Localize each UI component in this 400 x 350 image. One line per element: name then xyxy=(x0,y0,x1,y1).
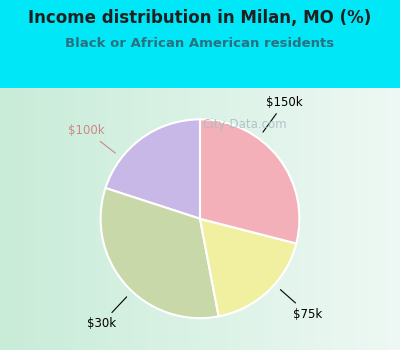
Wedge shape xyxy=(106,119,200,219)
Text: $75k: $75k xyxy=(280,289,323,321)
Text: City-Data.com: City-Data.com xyxy=(202,118,287,131)
Text: $100k: $100k xyxy=(68,124,115,153)
Text: $150k: $150k xyxy=(263,96,303,132)
Wedge shape xyxy=(101,188,219,318)
Wedge shape xyxy=(200,119,299,244)
Text: Black or African American residents: Black or African American residents xyxy=(66,37,334,50)
Text: $30k: $30k xyxy=(87,297,127,330)
Text: Income distribution in Milan, MO (%): Income distribution in Milan, MO (%) xyxy=(28,9,372,27)
Wedge shape xyxy=(200,219,296,316)
